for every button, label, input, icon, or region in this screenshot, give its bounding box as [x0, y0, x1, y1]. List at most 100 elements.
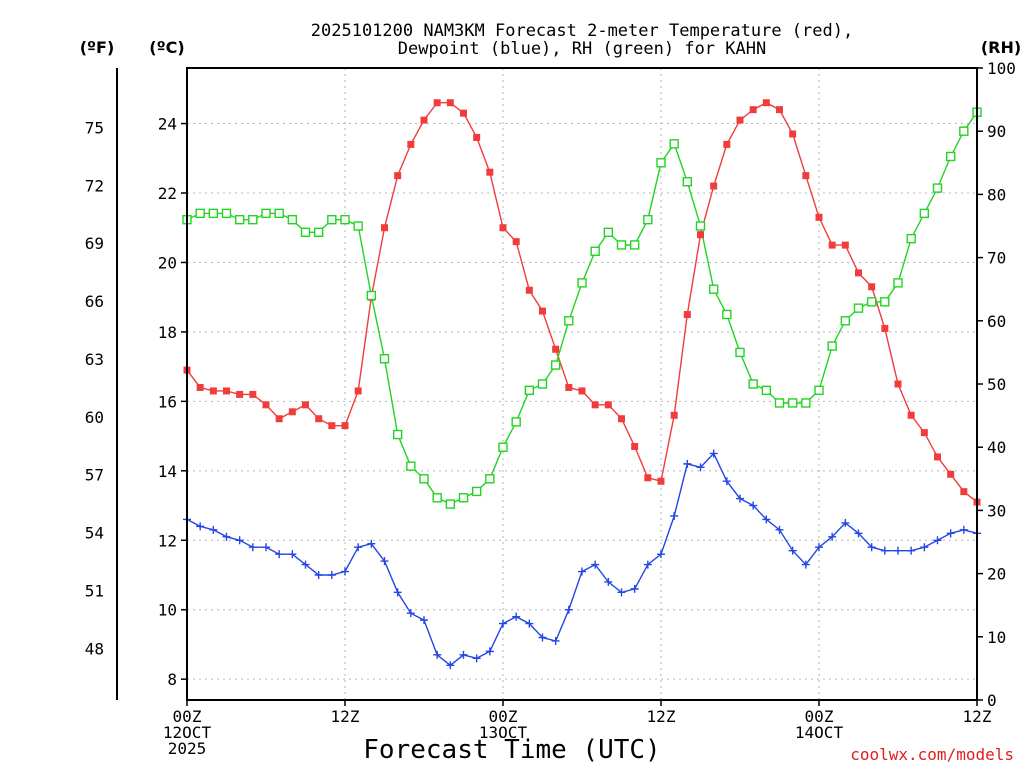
rh-point — [906, 233, 916, 244]
rh-point — [774, 398, 785, 408]
temperature-point — [420, 116, 428, 124]
temperature-point — [604, 401, 612, 409]
rh-point — [300, 227, 311, 238]
rh-point — [392, 429, 403, 440]
dewpoint-point — [591, 560, 600, 569]
temperature-point — [209, 387, 217, 395]
x-tick-label: 14OCT — [795, 723, 844, 742]
rh-point — [880, 297, 890, 307]
temperature-point — [934, 453, 941, 461]
dewpoint-point — [828, 532, 837, 541]
fahrenheit-tick-label: 75 — [85, 118, 104, 137]
temperature-point — [354, 387, 362, 395]
dewpoint-point — [801, 560, 810, 569]
dewpoint-point — [920, 543, 929, 552]
temperature-point — [670, 411, 678, 419]
dewpoint-point — [499, 619, 507, 628]
dewpoint-point — [314, 570, 323, 579]
celsius-ticks: 8 10 12 14 16 18 20 22 24 — [158, 115, 187, 689]
chart-title-line2: Dewpoint (blue), RH (green) for KAHN — [398, 39, 766, 59]
temperature-point — [644, 474, 652, 482]
rh-point — [708, 284, 719, 294]
rh-tick-label: 50 — [987, 375, 1006, 394]
temperature-point — [473, 133, 481, 141]
dewpoint-point — [775, 525, 784, 534]
rh-point — [340, 214, 350, 225]
temperature-point — [446, 99, 454, 107]
rh-point — [932, 183, 943, 193]
rh-point — [629, 240, 640, 250]
temperature-point — [815, 213, 823, 221]
rh-point — [550, 360, 561, 370]
temperature-point — [881, 324, 889, 332]
dewpoint-point — [485, 647, 494, 656]
x-tick-label: 12OCT — [163, 723, 212, 742]
rh-point — [945, 151, 956, 162]
rh-point — [195, 208, 205, 219]
dewpoint-point — [880, 546, 889, 555]
fahrenheit-ticks: 48 51 54 57 60 63 66 69 72 75 — [85, 118, 104, 658]
rh-point — [682, 177, 693, 187]
rh-point — [432, 493, 442, 503]
fahrenheit-tick-label: 57 — [85, 466, 104, 485]
temperature-point — [302, 401, 309, 409]
temperature-point — [762, 99, 770, 107]
rh-point — [827, 341, 837, 351]
temperature-point — [236, 390, 244, 398]
dewpoint-point — [262, 543, 270, 552]
rh-point — [669, 139, 679, 149]
celsius-tick-label: 20 — [158, 253, 177, 272]
temperature-point — [618, 415, 625, 423]
rh-tick-label: 40 — [987, 438, 1006, 457]
temperature-point — [552, 345, 560, 353]
rh-tick-label: 10 — [987, 628, 1006, 647]
temperature-point — [960, 488, 968, 496]
fahrenheit-tick-label: 48 — [85, 639, 104, 658]
dewpoint-point — [630, 584, 639, 593]
temperature-point — [868, 283, 876, 291]
rh-point — [840, 316, 851, 326]
dewpoint-point — [867, 543, 876, 552]
rh-point — [221, 208, 232, 219]
dewpoint-point — [736, 494, 744, 503]
rh-point — [814, 385, 824, 396]
fahrenheit-tick-label: 72 — [85, 176, 104, 195]
temperature-point — [776, 106, 783, 114]
fahrenheit-axis-label: (ºF) — [80, 38, 115, 57]
dewpoint-point — [209, 525, 218, 534]
celsius-tick-label: 24 — [158, 115, 177, 134]
dewpoint-point — [670, 511, 679, 520]
rh-point — [234, 214, 245, 225]
dewpoint-point — [604, 577, 613, 586]
rh-point — [366, 290, 377, 301]
rh-tick-label: 90 — [987, 122, 1006, 141]
rh-point — [406, 461, 416, 471]
temperature-point — [196, 383, 204, 391]
dewpoint-point — [367, 539, 376, 548]
dewpoint-point — [275, 550, 284, 559]
temperature-point — [223, 387, 230, 395]
temperature-point — [315, 415, 323, 423]
dewpoint-point — [933, 536, 942, 545]
x-tick-label: 12Z — [647, 707, 676, 726]
dewpoint-point — [538, 633, 547, 642]
temperature-point — [789, 130, 797, 138]
temperature-point — [723, 140, 731, 148]
celsius-tick-label: 8 — [167, 670, 177, 689]
celsius-tick-label: 18 — [158, 323, 177, 342]
rh-tick-label: 60 — [987, 312, 1006, 331]
dewpoint-point — [788, 546, 797, 555]
x-tick-label: 12Z — [331, 707, 360, 726]
temperature-point — [486, 168, 494, 176]
rh-point — [564, 316, 574, 326]
site-credit: coolwx.com/models — [850, 745, 1014, 764]
dewpoint-point — [288, 550, 297, 559]
temperature-point — [631, 443, 639, 451]
rh-point — [656, 158, 666, 168]
temperature-point — [736, 116, 744, 124]
rh-point — [801, 398, 811, 408]
x-tick-label: 13OCT — [479, 723, 528, 742]
series-markers — [182, 99, 982, 670]
dewpoint-point — [327, 570, 336, 579]
rh-point — [524, 385, 535, 396]
